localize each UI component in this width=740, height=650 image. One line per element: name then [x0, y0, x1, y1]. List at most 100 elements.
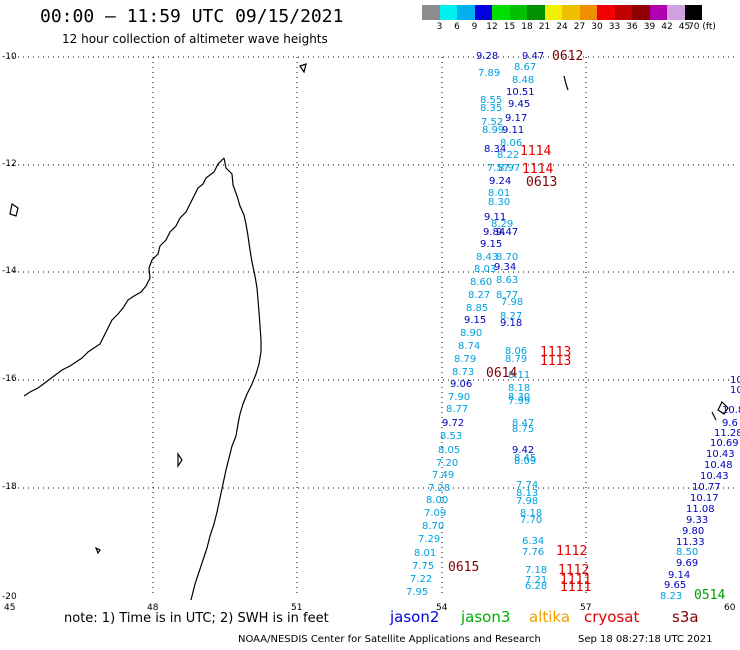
wave-height-obs: 8.70: [496, 252, 519, 263]
color-swatch: [474, 5, 492, 20]
wave-height-obs: 7.76: [522, 547, 545, 558]
color-swatch: [649, 5, 667, 20]
longitude-label: 54: [436, 603, 448, 613]
wave-height-obs: 9.15: [480, 239, 503, 250]
wave-height-obs: 8.97: [498, 163, 521, 174]
color-swatch: [614, 5, 632, 20]
wave-height-obs: 7.49: [432, 470, 455, 481]
wave-height-obs: 10.43: [706, 449, 735, 460]
footer-timestamp: Sep 18 08:27:18 UTC 2021: [578, 634, 713, 645]
wave-height-obs: 7.90: [448, 392, 471, 403]
color-scale-label: 39: [643, 22, 656, 32]
wave-height-obs: 9.47: [496, 227, 519, 238]
wave-height-obs: 7.75: [412, 561, 435, 572]
color-scale-label: 3: [436, 22, 443, 32]
wave-height-obs: 8.00: [426, 495, 449, 506]
footer-note: note: 1) Time is in UTC; 2) SWH is in fe…: [64, 611, 329, 626]
wave-height-obs: 8.43: [476, 252, 499, 263]
pass-time-label: 1113: [540, 354, 572, 369]
wave-height-obs: 8.34: [484, 144, 507, 155]
wave-height-obs: 8.30: [488, 197, 511, 208]
wave-height-obs: 9.24: [489, 176, 512, 187]
wave-height-obs: 9.34: [494, 262, 517, 273]
wave-height-obs: 8.90: [460, 328, 483, 339]
wave-height-obs: 9.11: [484, 212, 507, 223]
color-scale-label: 45: [678, 22, 691, 32]
wave-height-obs: 8.85: [466, 303, 489, 314]
wave-height-obs: 7.29: [418, 534, 441, 545]
wave-height-obs: 8.74: [458, 341, 481, 352]
wave-height-obs: 8.55: [480, 95, 503, 106]
latitude-label: -20: [2, 592, 17, 602]
wave-height-obs: 9.45: [508, 99, 531, 110]
wave-height-obs: 8.73: [452, 367, 475, 378]
longitude-label: 51: [291, 603, 303, 613]
wave-height-obs: 8.35: [480, 103, 503, 114]
wave-height-obs: 7.70: [520, 515, 543, 526]
wave-height-obs: 9.42: [512, 445, 535, 456]
pass-time-label: 0612: [552, 49, 584, 64]
wave-height-obs: 8.60: [470, 277, 493, 288]
wave-height-obs: 8.29: [491, 219, 514, 230]
pass-time-label: 1112: [558, 563, 590, 578]
wave-height-obs: 9.47: [522, 51, 545, 62]
color-swatch: [684, 5, 702, 20]
color-scale-label: 18: [521, 22, 533, 32]
color-scale-label: 15: [503, 22, 516, 32]
wave-height-obs: 9.84: [483, 227, 506, 238]
color-swatch: [597, 5, 615, 20]
latitude-label: -12: [2, 159, 17, 169]
color-swatch: [544, 5, 562, 20]
wave-height-obs: 8.47: [512, 418, 535, 429]
wave-height-obs: 7.18: [525, 565, 548, 576]
wave-height-obs: 7.98: [516, 496, 539, 507]
wave-height-obs: 8.18: [520, 508, 543, 519]
wave-height-obs: 8.27: [500, 311, 523, 322]
wave-height-obs: 8.01: [414, 548, 437, 559]
wave-height-obs: 9.6: [722, 418, 738, 429]
pass-time-label: 1111: [560, 573, 592, 588]
wave-height-obs: 8.11: [508, 370, 531, 381]
wave-height-obs: 8.70: [422, 521, 445, 532]
wave-height-obs: 8.18: [508, 383, 531, 394]
wave-height-obs: 8.99: [482, 125, 505, 136]
wave-height-obs: 11.28: [714, 428, 740, 439]
wave-height-obs: 8.79: [454, 354, 477, 365]
wave-height-obs: 9.72: [442, 418, 465, 429]
color-swatch: [492, 5, 510, 20]
wave-height-obs: 8.06: [500, 138, 523, 149]
wave-height-obs: 10.43: [700, 471, 729, 482]
wave-height-obs: 8.50: [676, 547, 699, 558]
wave-height-obs: 10.8: [722, 405, 740, 416]
color-scale-label: 70 (ft): [688, 22, 716, 32]
pass-time-label: 1111: [560, 580, 592, 595]
wave-height-obs: 10.69: [710, 438, 739, 449]
wave-height-obs: 7.99: [508, 396, 531, 407]
wave-height-obs: 8.06: [505, 346, 528, 357]
wave-height-obs: 9.17: [505, 113, 528, 124]
wave-height-obs: 9.80: [682, 526, 705, 537]
wave-height-obs: 8.45: [514, 453, 537, 464]
color-swatch: [579, 5, 597, 20]
color-scale-label: 6: [454, 22, 460, 32]
grid-lines: [8, 56, 735, 597]
wave-height-obs: 8.77: [496, 290, 519, 301]
wave-height-obs: 9.33: [686, 515, 709, 526]
color-scale-labels: 3 6 9 12 15 18 21 24 27 30 33 36 39 42 45 70 (ft): [422, 22, 728, 34]
wave-height-obs: 7.09: [424, 508, 447, 519]
legend-item-jason2: jason2: [390, 608, 440, 626]
wave-height-obs: 11.08: [686, 504, 715, 515]
wave-height-obs: 8.13: [516, 488, 539, 499]
wave-height-obs: 8.77: [446, 404, 469, 415]
color-scale-label: 30: [591, 22, 603, 32]
color-swatch: [439, 5, 457, 20]
wave-height-obs: 8.75: [512, 424, 535, 435]
wave-height-obs: 9.28: [476, 51, 499, 62]
color-swatch: [527, 5, 545, 20]
color-swatch: [509, 5, 527, 20]
wave-height-obs: 7.89: [478, 68, 501, 79]
pass-time-label: 1114: [522, 162, 554, 177]
legend-item-altika: altika: [529, 608, 571, 626]
footer-credit: NOAA/NESDIS Center for Satellite Applica…: [238, 634, 541, 645]
longitude-label: 48: [147, 603, 159, 613]
